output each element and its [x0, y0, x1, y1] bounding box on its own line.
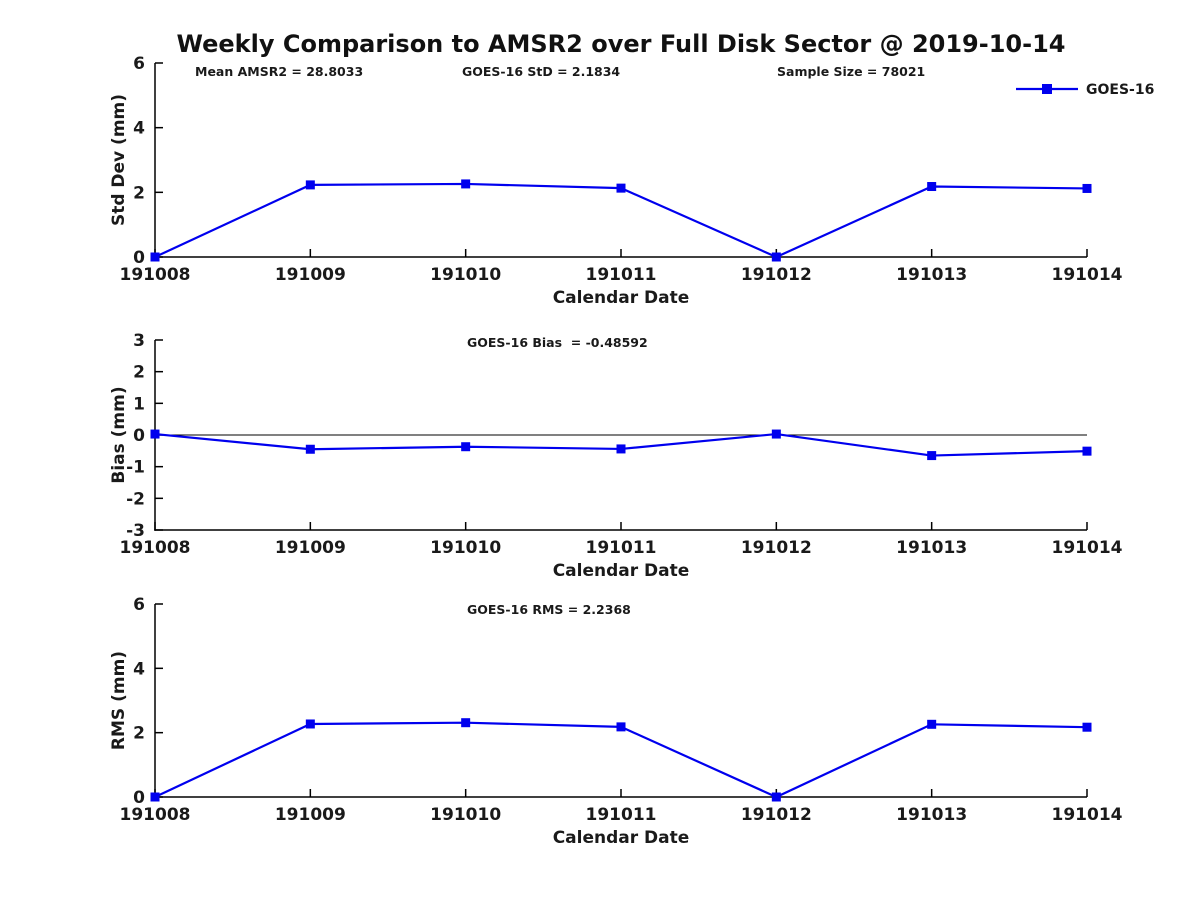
x-tick-label: 191008 [120, 538, 191, 558]
data-marker [1082, 183, 1092, 193]
stat-annotation: Sample Size = 78021 [777, 64, 925, 79]
x-tick-label: 191014 [1052, 805, 1123, 825]
y-tick-label: 4 [133, 119, 145, 139]
x-tick-label: 191012 [741, 265, 812, 285]
y-tick-label: 0 [133, 788, 145, 808]
stat-annotation: GOES-16 RMS = 2.2368 [467, 602, 631, 617]
data-marker [461, 179, 471, 189]
y-tick-label: 6 [133, 595, 145, 615]
legend-label: GOES-16 [1086, 82, 1154, 98]
x-tick-label: 191008 [120, 265, 191, 285]
data-marker [305, 719, 315, 729]
y-tick-label: 1 [133, 394, 145, 414]
x-tick-label: 191014 [1052, 538, 1123, 558]
data-marker [927, 451, 937, 461]
x-tick-label: 191010 [430, 265, 501, 285]
y-tick-label: -3 [126, 521, 145, 541]
x-tick-label: 191008 [120, 805, 191, 825]
data-marker [771, 252, 781, 262]
stat-annotation: GOES-16 Bias = -0.48592 [467, 335, 648, 350]
y-tick-label: 3 [133, 331, 145, 351]
data-marker [150, 252, 160, 262]
x-tick-label: 191013 [896, 538, 967, 558]
figure-title: Weekly Comparison to AMSR2 over Full Dis… [176, 30, 1066, 58]
x-tick-label: 191010 [430, 538, 501, 558]
data-marker [927, 182, 937, 192]
y-tick-label: 4 [133, 659, 145, 679]
y-axis-title: Std Dev (mm) [109, 94, 129, 226]
x-axis-title: Calendar Date [553, 561, 690, 581]
data-marker [150, 429, 160, 439]
data-marker [1082, 722, 1092, 732]
series-line-GOES-16 [154, 721, 1088, 799]
data-marker [771, 792, 781, 802]
data-marker [771, 429, 781, 439]
y-tick-label: 2 [133, 183, 145, 203]
x-tick-label: 191011 [586, 538, 657, 558]
y-tick-label: 0 [133, 426, 145, 446]
subplot-rms: 0 2 4 6 191008 191009 191010 191011 191012 191013… [109, 595, 1123, 848]
x-tick-label: 191013 [896, 805, 967, 825]
x-tick-label: 191012 [741, 538, 812, 558]
x-axis-title: Calendar Date [553, 828, 690, 848]
x-tick-label: 191012 [741, 805, 812, 825]
stat-annotation: Mean AMSR2 = 28.8033 [195, 64, 363, 79]
x-tick-label: 191013 [896, 265, 967, 285]
data-marker [616, 183, 626, 193]
x-tick-label: 191009 [275, 538, 346, 558]
data-marker [305, 180, 315, 190]
legend: GOES-16 [1016, 82, 1154, 98]
x-tick-label: 191009 [275, 805, 346, 825]
y-tick-label: 2 [133, 724, 145, 744]
data-marker [150, 792, 160, 802]
data-marker [616, 722, 626, 732]
y-tick-label: 2 [133, 363, 145, 383]
y-axis-title: Bias (mm) [109, 386, 129, 483]
stat-annotation: GOES-16 StD = 2.1834 [462, 64, 620, 79]
data-marker [1082, 446, 1092, 456]
y-axis-title: RMS (mm) [109, 651, 129, 750]
data-marker [461, 442, 471, 452]
x-tick-label: 191014 [1052, 265, 1123, 285]
data-marker [927, 719, 937, 729]
y-tick-label: 0 [133, 248, 145, 268]
y-tick-label: -2 [126, 489, 145, 509]
y-tick-label: 6 [133, 54, 145, 74]
data-marker [616, 444, 626, 454]
data-marker [461, 718, 471, 728]
x-tick-label: 191010 [430, 805, 501, 825]
x-tick-label: 191011 [586, 265, 657, 285]
subplot-std-dev: 0 2 4 6 191008 191009 191010 191011 191012 191013… [109, 54, 1154, 308]
legend-marker [1042, 84, 1052, 94]
x-axis-title: Calendar Date [553, 288, 690, 308]
x-tick-label: 191009 [275, 265, 346, 285]
data-marker [305, 444, 315, 454]
y-tick-label: -1 [126, 458, 145, 478]
series-line-GOES-16 [154, 182, 1088, 259]
x-tick-label: 191011 [586, 805, 657, 825]
